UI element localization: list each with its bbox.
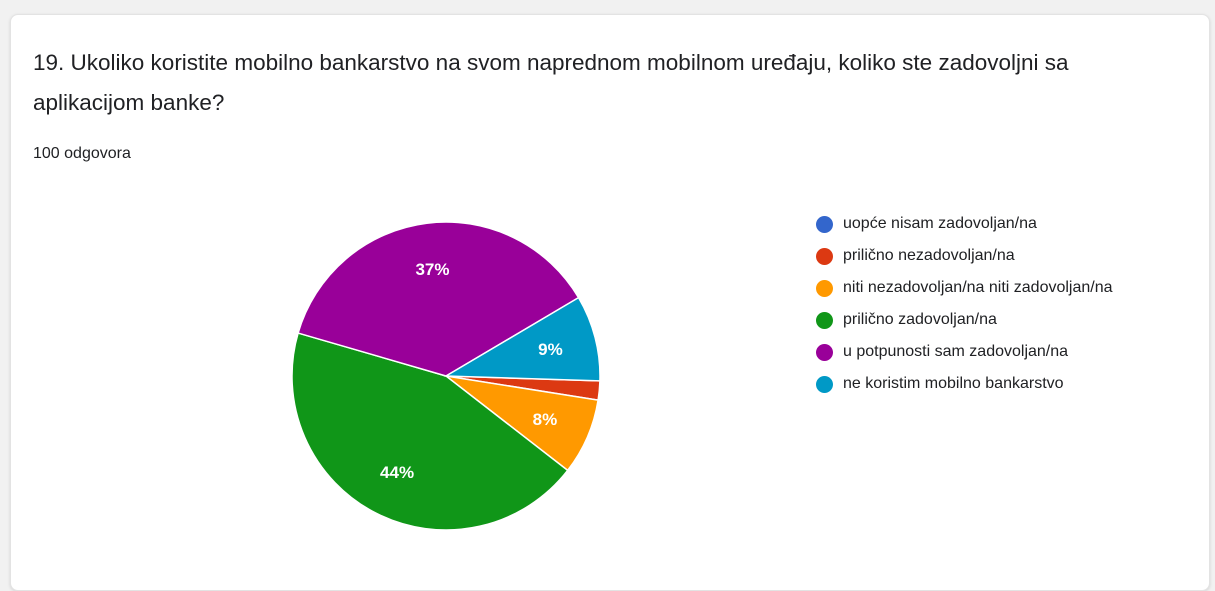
legend-item: ne koristim mobilno bankarstvo [816, 368, 1113, 400]
legend-label: ne koristim mobilno bankarstvo [843, 375, 1064, 392]
legend-label: prilično zadovoljan/na [843, 311, 997, 328]
legend-item: u potpunosti sam zadovoljan/na [816, 336, 1113, 368]
pie-chart: 8% 44% 37% 9% [291, 221, 601, 531]
legend-swatch [816, 343, 833, 361]
pie-slice [443, 296, 601, 382]
legend-label: niti nezadovoljan/na niti zadovoljan/na [843, 279, 1113, 296]
legend-swatch [816, 215, 833, 233]
legend-label: u potpunosti sam zadovoljan/na [843, 343, 1069, 360]
legend-swatch [816, 279, 833, 297]
question-card: 19. Ukoliko koristite mobilno bankarstvo… [10, 14, 1210, 591]
question-title: 19. Ukoliko koristite mobilno bankarstvo… [33, 50, 1069, 115]
legend-swatch [816, 375, 833, 393]
legend-item: prilično nezadovoljan/na [816, 240, 1113, 272]
pie-slice [297, 221, 580, 377]
legend-label: uopće nisam zadovoljan/na [843, 215, 1037, 232]
legend-item: niti nezadovoljan/na niti zadovoljan/na [816, 272, 1113, 304]
slice-percent-label: 37% [415, 260, 449, 279]
legend-swatch [816, 311, 833, 329]
chart-legend: uopće nisam zadovoljan/na prilično nezado… [816, 208, 1113, 400]
slice-percent-label: 8% [533, 410, 558, 429]
legend-item: uopće nisam zadovoljan/na [816, 208, 1113, 240]
legend-swatch [816, 247, 833, 265]
slice-percent-label: 9% [538, 340, 563, 359]
pie-slice [291, 332, 569, 531]
slice-percent-label: 44% [380, 463, 414, 482]
legend-item: prilično zadovoljan/na [816, 304, 1113, 336]
legend-label: prilično nezadovoljan/na [843, 247, 1015, 264]
response-count: 100 odgovora [33, 145, 131, 162]
